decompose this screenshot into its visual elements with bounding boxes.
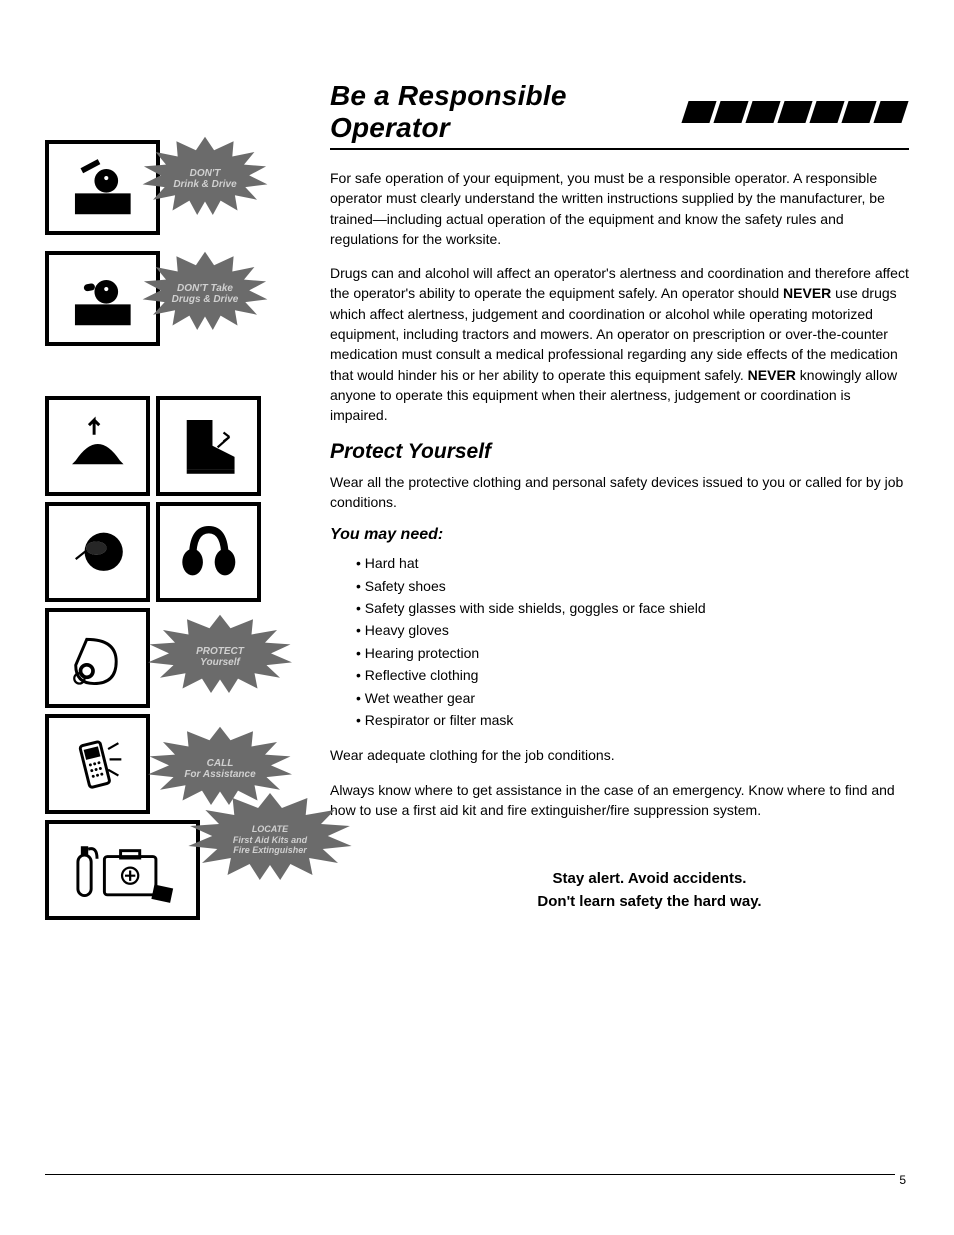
assistance-paragraph: Always know where to get assistance in t… [330, 780, 909, 821]
hard-hat-icon [45, 396, 150, 496]
respirator-icon [45, 608, 150, 708]
list-item: Wet weather gear [356, 687, 909, 709]
drugs-alcohol-paragraph: Drugs can and alcohol will affect an ope… [330, 263, 909, 425]
protect-yourself-heading: Protect Yourself [330, 440, 909, 464]
footer-rule [45, 1174, 895, 1175]
list-item: Safety glasses with side shields, goggle… [356, 597, 909, 619]
burst-drugs-drive: DON'T Take Drugs & Drive [160, 283, 251, 306]
page-title: Be a Responsible Operator [330, 80, 673, 144]
safety-goggles-icon [45, 502, 150, 602]
safety-callout: Stay alert. Avoid accidents. Don't learn… [390, 868, 909, 913]
burst-drink-drive: DON'T Drink & Drive [161, 168, 248, 191]
list-item: Hearing protection [356, 642, 909, 664]
main-content: Be a Responsible Operator For safe opera… [330, 80, 909, 926]
burst-call-assistance: CALL For Assistance [172, 758, 267, 781]
list-item: Heavy gloves [356, 619, 909, 641]
burst-locate-firstaid: LOCATE First Aid Kits and Fire Extinguis… [221, 824, 319, 855]
hearing-protection-icon [156, 502, 261, 602]
clothing-paragraph: Wear adequate clothing for the job condi… [330, 745, 909, 765]
safety-boot-icon [156, 396, 261, 496]
burst-protect-yourself: PROTECT Yourself [184, 646, 256, 669]
sidebar-illustrations: DON'T Drink & Drive DON'T Take Drugs & D… [45, 80, 305, 926]
list-item: Respirator or filter mask [356, 709, 909, 731]
ppe-list: Hard hat Safety shoes Safety glasses wit… [330, 552, 909, 731]
intro-paragraph: For safe operation of your equipment, yo… [330, 168, 909, 249]
list-item: Hard hat [356, 552, 909, 574]
cell-phone-icon [45, 714, 150, 814]
extinguisher-firstaid-icon [45, 820, 200, 920]
list-item: Reflective clothing [356, 664, 909, 686]
you-may-need-heading: You may need: [330, 526, 909, 544]
page-number: 5 [899, 1173, 906, 1187]
title-decoration [681, 101, 912, 123]
protect-intro: Wear all the protective clothing and per… [330, 472, 909, 513]
list-item: Safety shoes [356, 575, 909, 597]
